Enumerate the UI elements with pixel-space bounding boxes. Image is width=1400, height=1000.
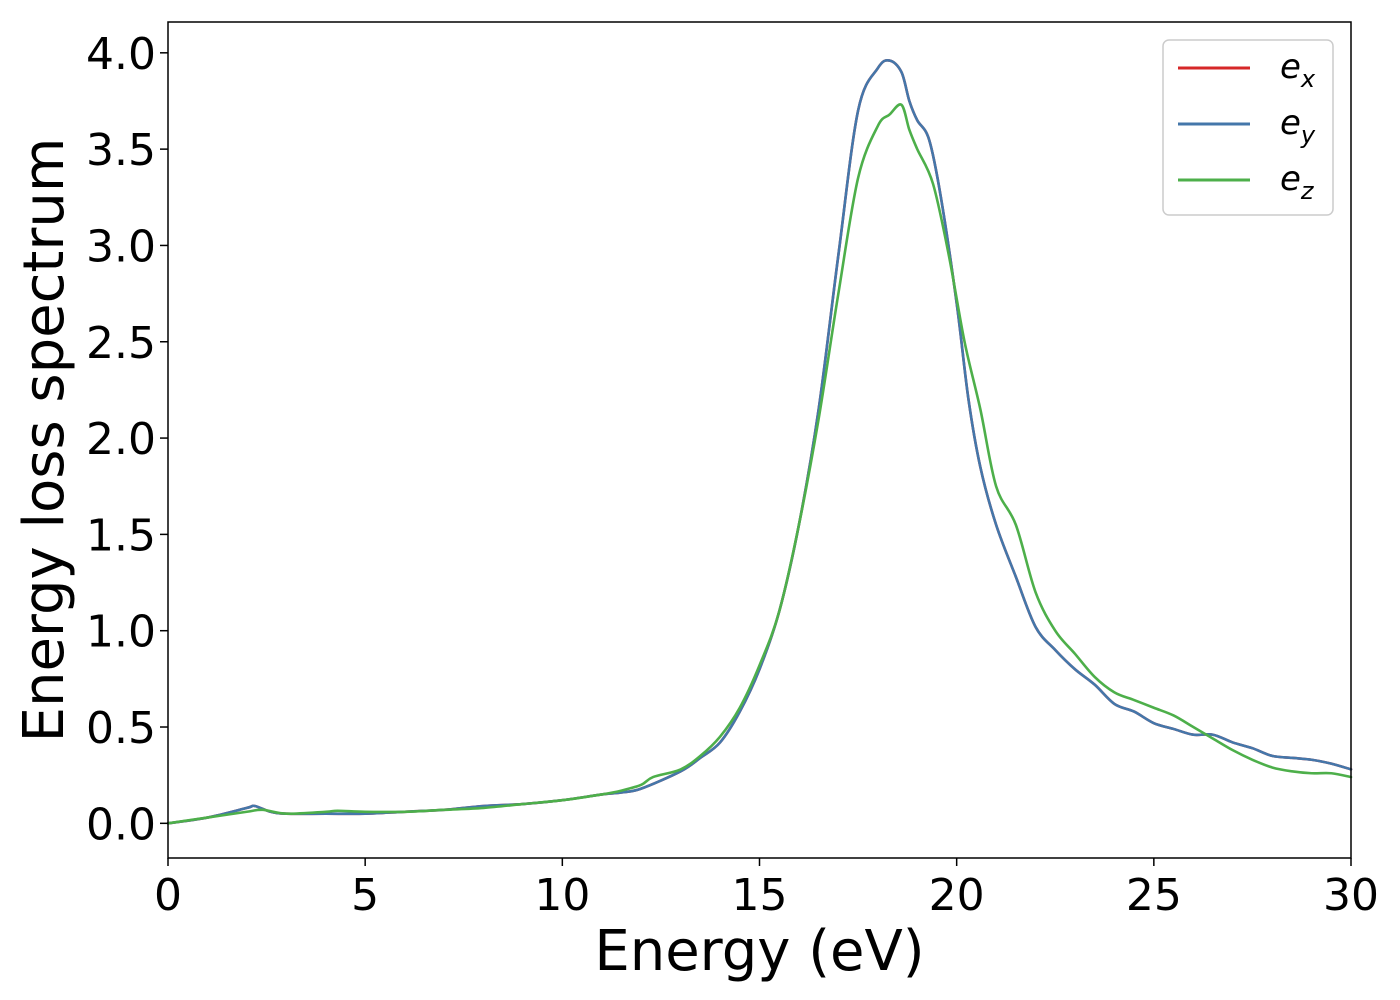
x-axis-label: Energy (eV): [594, 919, 924, 984]
y-tick-label: 0.5: [86, 703, 156, 754]
x-tick-label: 25: [1126, 870, 1182, 921]
y-tick-label: 0.0: [86, 799, 156, 850]
x-tick-label: 5: [351, 870, 379, 921]
series-layer: [166, 58, 1353, 825]
x-tick-label: 10: [534, 870, 590, 921]
legend-label-z: ez: [1280, 159, 1315, 205]
x-tick-label: 20: [929, 870, 985, 921]
legend-label-y: ey: [1280, 103, 1316, 149]
legend-box: [1162, 39, 1334, 216]
x-axis: 0 5 10 15 20 25 30: [154, 858, 1379, 921]
series-line-e-z: [166, 103, 1353, 825]
y-tick-label: 2.0: [86, 414, 156, 465]
legend-label-x: ex: [1280, 47, 1316, 93]
y-axis-label: Energy loss spectrum: [12, 138, 77, 743]
legend: ex ey ez: [1162, 39, 1334, 216]
plot-area: [168, 22, 1351, 858]
y-tick-label: 3.5: [86, 125, 156, 176]
y-tick-label: 1.0: [86, 607, 156, 658]
x-tick-label: 0: [154, 870, 182, 921]
x-tick-label: 30: [1323, 870, 1379, 921]
y-tick-label: 2.5: [86, 318, 156, 369]
y-tick-label: 3.0: [86, 221, 156, 272]
y-axis: 0.0 0.5 1.0 1.5 2.0 2.5 3.0 3.5 4.0: [86, 29, 168, 850]
y-tick-label: 4.0: [86, 29, 156, 80]
x-tick-label: 15: [732, 870, 788, 921]
y-tick-label: 1.5: [86, 510, 156, 561]
